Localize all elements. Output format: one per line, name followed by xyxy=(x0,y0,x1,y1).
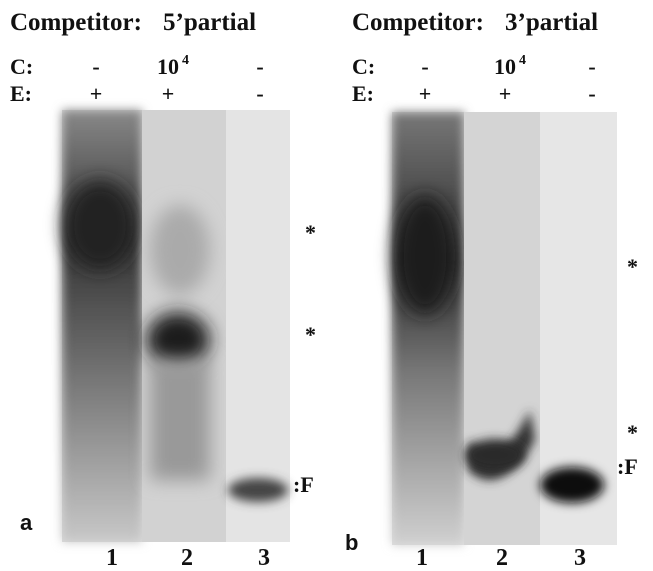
band-marker: * xyxy=(627,254,638,279)
band-marker: :F xyxy=(293,472,314,497)
row-label: C: xyxy=(10,54,33,79)
panel-letter: a xyxy=(20,510,33,535)
competitor-name: 3’partial xyxy=(505,9,598,36)
gel-b xyxy=(392,112,617,545)
band-marker: * xyxy=(305,220,316,245)
panel-title: Competitor: xyxy=(352,9,484,36)
lane-number: 3 xyxy=(574,545,586,571)
row-value: 10 xyxy=(157,54,179,79)
row-value: - xyxy=(256,81,263,106)
row-value: - xyxy=(92,54,99,79)
lane-number: 3 xyxy=(258,545,270,571)
row-label: E: xyxy=(10,81,32,106)
panel-title: Competitor: xyxy=(10,9,142,36)
lane-number: 1 xyxy=(106,545,118,571)
row-value: - xyxy=(421,54,428,79)
row-value: - xyxy=(256,54,263,79)
row-value: + xyxy=(162,81,175,106)
row-label: C: xyxy=(352,54,375,79)
band-marker: :F xyxy=(617,454,638,479)
exponent: 4 xyxy=(182,53,189,68)
row-label: E: xyxy=(352,81,374,106)
band-marker: * xyxy=(305,322,316,347)
gel-a xyxy=(62,110,290,542)
row-value: 10 xyxy=(494,54,516,79)
row-value: + xyxy=(419,81,432,106)
panel-letter: b xyxy=(345,530,358,555)
row-value: - xyxy=(588,54,595,79)
row-value: + xyxy=(90,81,103,106)
lane-number: 1 xyxy=(416,545,428,571)
lane-number: 2 xyxy=(181,545,193,571)
competitor-name: 5’partial xyxy=(163,9,256,36)
lane-number: 2 xyxy=(496,545,508,571)
row-value: + xyxy=(499,81,512,106)
band-marker: * xyxy=(627,420,638,445)
row-value: - xyxy=(588,81,595,106)
exponent: 4 xyxy=(519,53,526,68)
